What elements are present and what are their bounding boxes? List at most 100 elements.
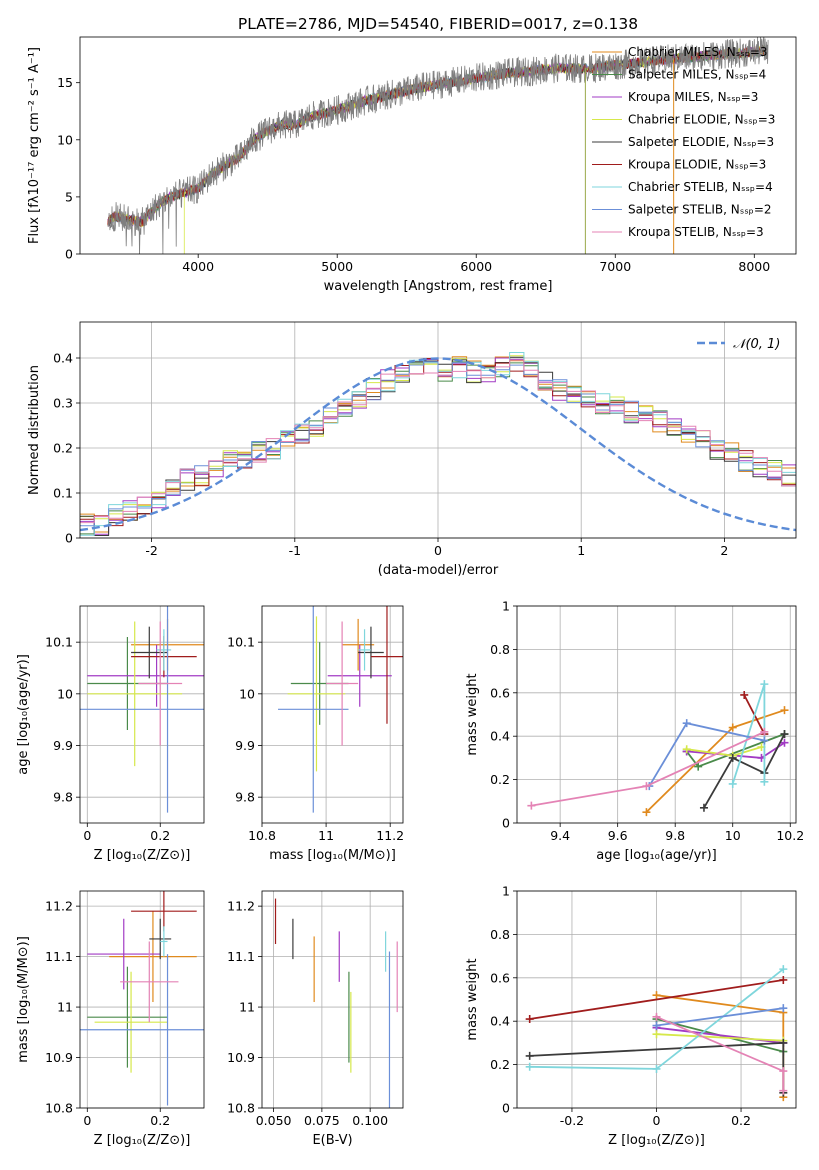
- histogram-5: [80, 358, 796, 527]
- error-point: [131, 891, 197, 932]
- axes-frame: [79, 36, 797, 255]
- axes-frame: [261, 605, 404, 824]
- x-tick-label: 0.2: [150, 828, 170, 843]
- axes-frame: [261, 890, 404, 1109]
- y-tick-label: 9.8: [235, 790, 255, 805]
- weight-marker: [728, 753, 737, 762]
- axes-frame: [79, 321, 797, 539]
- error-point: [278, 606, 349, 813]
- y-tick-label: 5: [65, 189, 73, 204]
- x-axis-label: (data-model)/error: [378, 563, 499, 578]
- error-point: [80, 606, 204, 813]
- weight-marker: [760, 727, 769, 736]
- legend-entry: 𝒩(0, 1): [733, 337, 780, 352]
- weight-marker: [780, 706, 789, 715]
- error-point: [131, 626, 168, 679]
- y-tick-label: 10.1: [45, 635, 73, 650]
- histogram-4: [80, 356, 796, 536]
- x-tick-label: 9.4: [550, 828, 570, 843]
- x-tick-label: 0: [83, 1113, 91, 1128]
- error-point: [87, 966, 168, 1068]
- x-tick-label: 0.075: [304, 1113, 340, 1128]
- axes-frame: [79, 890, 205, 1109]
- error-point: [109, 911, 197, 1003]
- legend-entry: Salpeter ELODIE, Nₛₛₚ=3: [628, 135, 774, 149]
- y-tick-label: 10: [57, 686, 73, 701]
- weight-marker: [728, 723, 737, 732]
- y-tick-label: 11.2: [227, 899, 255, 914]
- x-tick-label: 9.8: [665, 828, 685, 843]
- error-point: [87, 918, 161, 990]
- y-tick-label: 0: [502, 816, 510, 831]
- y-tick-label: 1: [502, 884, 510, 899]
- error-point: [87, 644, 204, 707]
- weight-marker: [652, 991, 661, 1000]
- y-tick-label: 9.9: [235, 738, 255, 753]
- weight-marker: [779, 975, 788, 984]
- plot-area: [278, 606, 403, 813]
- weight-marker: [760, 777, 769, 786]
- plot-area: [80, 352, 796, 536]
- y-tick-label: 10.8: [45, 1101, 73, 1116]
- histogram-7: [80, 361, 796, 527]
- gaussian-curve: [80, 357, 796, 532]
- weight-marker: [760, 680, 769, 689]
- y-tick-label: 11.1: [45, 949, 73, 964]
- error-point: [160, 926, 168, 957]
- error-point: [370, 606, 403, 724]
- axes-frame: [79, 605, 205, 824]
- x-tick-label: -2: [145, 543, 157, 558]
- weight-line: [531, 731, 765, 807]
- legend: Chabrier MILES, Nₛₛₚ=3 Salpeter MILES, Nₛ…: [592, 45, 775, 239]
- y-tick-label: 0.2: [490, 1057, 510, 1072]
- y-axis-label: Normed distribution: [27, 365, 42, 495]
- legend-entry: Chabrier MILES, Nₛₛₚ=3: [628, 45, 768, 59]
- y-axis-label: age [log₁₀(age/yr)]: [16, 654, 31, 775]
- weight-marker: [525, 1051, 534, 1060]
- x-tick-label: 0: [653, 1113, 661, 1128]
- y-tick-label: 0.1: [53, 486, 73, 501]
- plot-area: [107, 37, 769, 254]
- weight-marker: [779, 1067, 788, 1076]
- weight-marker: [525, 1062, 534, 1071]
- weight-marker: [779, 1004, 788, 1013]
- chart-weight-vs-age: 9.4 9.6 9.8 10 10.2 0 0.2 0.4 0.6 0.8 1 age [log₁₀(…: [465, 599, 804, 864]
- chart-residuals: -2 -1 0 1 2 0 0.1 0.2 0.3 0.4 (data-model)/error No…: [27, 321, 797, 578]
- legend-entry: Chabrier STELIB, Nₛₛₚ=4: [628, 180, 773, 194]
- y-axis-label: mass weight: [465, 958, 480, 1040]
- error-point: [94, 971, 168, 1073]
- error-point: [358, 626, 384, 679]
- weight-series-5: [525, 975, 788, 1024]
- weight-marker: [760, 736, 769, 745]
- weight-series-8: [652, 1012, 788, 1095]
- x-tick-label: 0.050: [256, 1113, 292, 1128]
- error-point: [80, 954, 204, 1106]
- weight-line: [656, 1007, 784, 1027]
- y-tick-label: 11: [57, 1000, 73, 1015]
- weight-marker: [652, 1064, 661, 1073]
- plot-area: [80, 891, 204, 1106]
- legend-entry: Kroupa MILES, Nₛₛₚ=3: [628, 90, 758, 104]
- x-tick-label: 9.6: [608, 828, 628, 843]
- histogram-8: [80, 359, 796, 524]
- x-axis-label: wavelength [Angstrom, rest frame]: [324, 279, 553, 294]
- x-tick-label: 10.8: [248, 828, 276, 843]
- y-tick-label: 0.4: [53, 351, 73, 366]
- x-tick-label: 11: [318, 828, 334, 843]
- weight-marker: [652, 1030, 661, 1039]
- x-tick-label: 11.2: [376, 828, 404, 843]
- observed-spectrum: [107, 37, 769, 254]
- weight-series-6: [728, 680, 769, 788]
- y-tick-label: 0.8: [490, 642, 510, 657]
- weight-marker: [527, 801, 536, 810]
- chart-age-vs-Z: 0 0.2 9.8 9.9 10 10.1 Z [log₁₀(Z/Z⊙)] age [log₁…: [16, 605, 205, 863]
- chart-age-vs-mass: 10.8 11 11.2 9.8 9.9 10 10.1 mass [log₁₀(M/M⊙)]: [227, 605, 404, 863]
- weight-series-4: [699, 730, 789, 812]
- legend-entry: Chabrier ELODIE, Nₛₛₚ=3: [628, 113, 775, 127]
- x-tick-label: 5000: [321, 259, 353, 274]
- weight-marker: [642, 808, 651, 817]
- x-tick-label: 2: [720, 543, 728, 558]
- plot-area: [274, 898, 398, 1108]
- y-tick-label: 9.9: [53, 738, 73, 753]
